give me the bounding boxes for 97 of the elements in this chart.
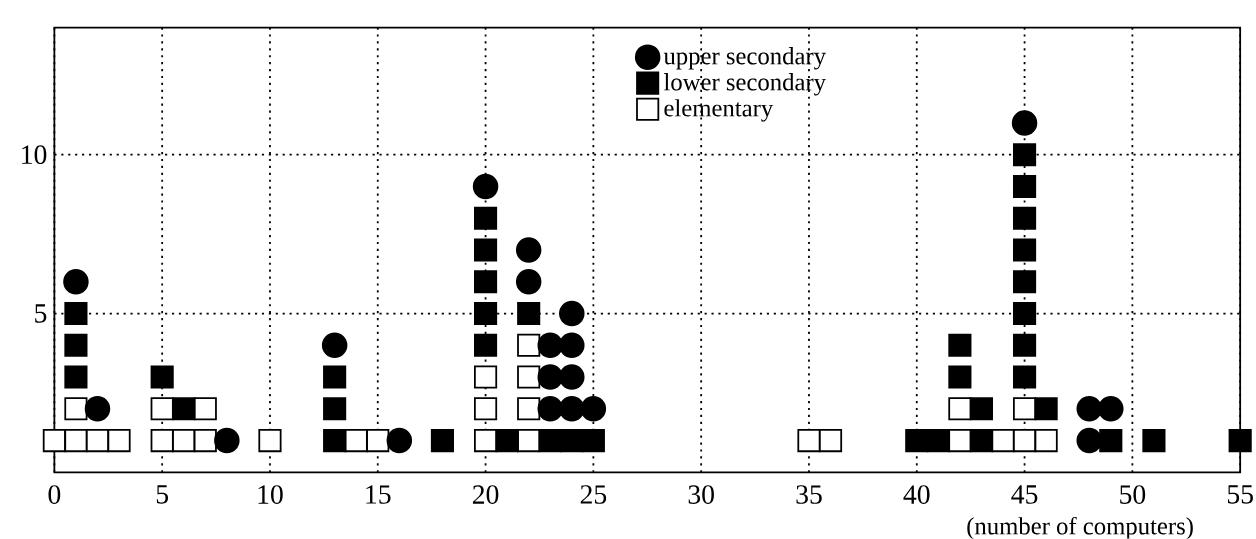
point xyxy=(258,429,282,453)
point xyxy=(905,429,929,453)
x-tick-label: 45 xyxy=(1011,485,1038,504)
point xyxy=(495,429,519,453)
x-tick-label: 15 xyxy=(366,485,391,505)
point xyxy=(64,397,88,421)
x-tick-label: 35 xyxy=(796,485,822,505)
point xyxy=(537,396,563,422)
point xyxy=(948,397,972,421)
point xyxy=(538,429,562,453)
point xyxy=(1013,333,1037,358)
point xyxy=(1013,365,1037,389)
point xyxy=(1013,143,1037,167)
point xyxy=(559,332,585,359)
point xyxy=(1034,397,1058,421)
point xyxy=(107,429,131,453)
x-axis-title: (number of computers) xyxy=(967,517,1193,539)
point xyxy=(64,302,88,326)
point xyxy=(150,365,174,389)
x-tick-label: 20 xyxy=(472,485,499,505)
point xyxy=(1099,429,1123,453)
point xyxy=(1076,428,1102,454)
point xyxy=(474,397,498,421)
point xyxy=(517,302,541,326)
point xyxy=(537,364,563,391)
point xyxy=(1011,110,1038,136)
point xyxy=(474,429,498,453)
point xyxy=(386,428,413,454)
point xyxy=(1098,396,1124,422)
point xyxy=(559,364,585,391)
point xyxy=(474,206,498,231)
x-tick-label: 5 xyxy=(156,485,169,504)
point xyxy=(581,429,605,453)
point xyxy=(517,397,541,421)
point xyxy=(474,238,498,262)
point xyxy=(474,365,498,389)
point xyxy=(85,429,110,453)
point xyxy=(537,332,563,359)
point xyxy=(472,173,499,200)
point xyxy=(42,429,66,453)
point xyxy=(150,397,174,421)
point xyxy=(474,333,498,358)
point xyxy=(172,397,196,421)
point xyxy=(323,429,347,453)
point xyxy=(1013,397,1037,421)
x-tick-label: 50 xyxy=(1120,485,1146,505)
x-tick-label: 40 xyxy=(903,485,930,505)
x-tick-label: 25 xyxy=(580,485,607,505)
point xyxy=(797,429,821,453)
point xyxy=(1013,238,1037,262)
point xyxy=(366,429,390,453)
point xyxy=(150,429,174,453)
x-tick-label: 10 xyxy=(258,485,283,505)
legend-label: lower secondary xyxy=(663,73,826,96)
point xyxy=(1013,270,1037,294)
point xyxy=(517,333,541,358)
point xyxy=(323,365,347,389)
point xyxy=(1013,429,1037,453)
legend-label: elementary xyxy=(664,99,774,122)
point xyxy=(474,302,498,326)
x-tick-label: 55 xyxy=(1227,485,1253,504)
point xyxy=(517,365,541,389)
point xyxy=(84,396,111,422)
point xyxy=(1013,175,1037,199)
point xyxy=(64,365,88,389)
legend-label: upper secondary xyxy=(663,47,826,70)
point xyxy=(926,429,950,453)
point xyxy=(948,365,972,389)
point xyxy=(515,237,542,263)
point xyxy=(63,269,89,295)
point xyxy=(515,269,542,295)
point xyxy=(1013,206,1037,231)
point xyxy=(1013,302,1037,326)
point xyxy=(818,429,843,453)
point xyxy=(559,396,585,422)
point xyxy=(580,396,607,422)
point xyxy=(1142,429,1166,453)
point xyxy=(969,397,994,421)
point xyxy=(1076,396,1102,422)
point xyxy=(1034,429,1058,453)
point xyxy=(323,397,347,421)
point xyxy=(64,429,88,453)
point xyxy=(1228,429,1252,453)
point xyxy=(172,429,196,453)
point xyxy=(430,429,455,453)
point xyxy=(559,301,585,327)
point xyxy=(969,429,994,453)
point xyxy=(474,270,498,294)
point xyxy=(193,429,217,453)
point xyxy=(214,428,240,454)
point xyxy=(948,333,972,358)
x-tick-label: 30 xyxy=(688,485,714,505)
point xyxy=(64,333,88,358)
point xyxy=(560,429,584,453)
point xyxy=(193,397,217,421)
x-tick-label: 0 xyxy=(48,485,61,505)
point xyxy=(321,332,348,359)
